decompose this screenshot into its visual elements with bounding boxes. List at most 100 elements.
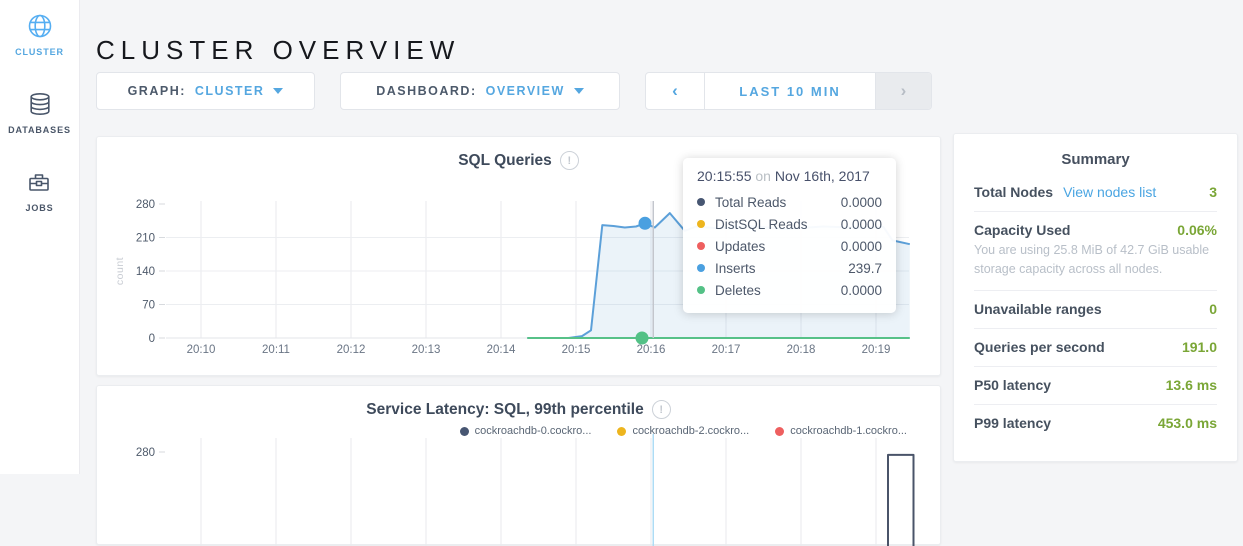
tooltip-series-name: DistSQL Reads (715, 216, 808, 232)
summary-row-value: 3 (1209, 184, 1217, 200)
legend-color-dot (459, 426, 469, 436)
sidebar-item-cluster[interactable]: CLUSTER (15, 12, 64, 57)
service-latency-chart-card: Service Latency: SQL, 99th percentile ! … (96, 385, 942, 546)
summary-row-main: Queries per second 191.0 (974, 339, 1217, 355)
legend-label: cockroachdb-2.cockro... (632, 425, 750, 437)
summary-panel: Summary Total Nodes View nodes list 3 Capac… (953, 133, 1238, 462)
summary-row-label: P50 latency (974, 376, 1052, 393)
legend-color-dot (775, 426, 785, 436)
svg-text:140: 140 (136, 266, 155, 278)
chart-title: Service Latency: SQL, 99th percentile (366, 400, 644, 418)
summary-row-value: 453.0 ms (1157, 414, 1217, 431)
series-color-dot (697, 198, 705, 206)
chevron-down-icon (273, 88, 284, 94)
graph-dropdown[interactable]: GRAPH: CLUSTER (96, 72, 315, 110)
summary-row-value: 191.0 (1181, 338, 1217, 355)
globe-icon (28, 14, 51, 38)
series-color-dot (697, 264, 705, 272)
summary-row-main: Capacity Used 0.06% (974, 222, 1217, 238)
tooltip-series-name: Updates (715, 238, 766, 254)
svg-text:20:10: 20:10 (187, 344, 216, 356)
sidebar-item-databases[interactable]: DATABASES (8, 90, 71, 135)
svg-text:20:19: 20:19 (862, 344, 891, 356)
legend-item[interactable]: cockroachdb-0.cockro... (459, 425, 592, 437)
view-nodes-link[interactable]: View nodes list (1063, 184, 1157, 200)
tooltip-series-name: Inserts (715, 260, 756, 276)
sidebar-item-label: DATABASES (8, 125, 71, 135)
summary-row-value: 0 (1209, 300, 1217, 317)
summary-row-value: 13.6 ms (1165, 376, 1217, 393)
series-color-dot (697, 242, 705, 250)
tooltip-series-value: 0.0000 (840, 194, 882, 210)
series-color-dot (697, 286, 705, 294)
summary-row-main: P50 latency 13.6 ms (974, 377, 1217, 393)
time-next-button-disabled[interactable]: › (875, 73, 931, 109)
graph-dropdown-label: GRAPH: (127, 84, 186, 98)
legend-label: cockroachdb-1.cockro... (790, 425, 907, 437)
info-icon[interactable]: ! (559, 151, 579, 170)
tooltip-series-value: 0.0000 (840, 238, 882, 254)
legend-item[interactable]: cockroachdb-1.cockro... (775, 425, 907, 437)
sql-queries-chart-card: SQL Queries ! 20:10 20:11 20:12 20:13 20:14 2… (96, 136, 941, 376)
time-prev-button[interactable]: ‹ (646, 73, 705, 109)
svg-text:280: 280 (136, 199, 155, 211)
tooltip-series-row: Updates 0.0000 (697, 235, 882, 257)
series-color-dot (697, 220, 705, 228)
svg-text:count: count (114, 257, 126, 285)
tooltip-series-row: Total Reads 0.0000 (697, 191, 882, 213)
summary-row: P50 latency 13.6 ms (974, 365, 1217, 404)
legend-label: cockroachdb-0.cockro... (474, 425, 592, 437)
tooltip-series-name: Total Reads (715, 194, 787, 210)
svg-text:20:15: 20:15 (562, 344, 591, 356)
time-window-selector: ‹ LAST 10 MIN › (645, 72, 932, 110)
chart-hover-tooltip: 20:15:55 on Nov 16th, 2017 Total Reads 0.… (683, 158, 896, 313)
sidebar-item-jobs[interactable]: JOBS (25, 168, 53, 213)
dashboard-dropdown[interactable]: DASHBOARD: OVERVIEW (340, 72, 620, 110)
chart-legend: cockroachdb-0.cockro... cockroachdb-2.coc… (459, 425, 907, 437)
tooltip-series-name: Deletes (715, 282, 761, 298)
sidebar: CLUSTER DATABASES JOBS (0, 0, 80, 474)
tooltip-timestamp: 20:15:55 on Nov 16th, 2017 (697, 168, 870, 184)
svg-text:20:18: 20:18 (787, 344, 816, 356)
info-icon[interactable]: ! (651, 400, 671, 419)
chart-title: SQL Queries (458, 151, 552, 169)
tooltip-series-row: Deletes 0.0000 (697, 279, 882, 301)
service-latency-chart[interactable]: 280 (97, 386, 942, 546)
svg-text:20:17: 20:17 (712, 344, 741, 356)
page-title: CLUSTER OVERVIEW (96, 35, 461, 66)
legend-item[interactable]: cockroachdb-2.cockro... (617, 425, 749, 437)
svg-text:280: 280 (136, 447, 155, 459)
summary-row-label: Unavailable ranges (974, 300, 1102, 317)
svg-text:210: 210 (136, 233, 155, 245)
chevron-down-icon (573, 88, 584, 94)
summary-row-label: Total Nodes (974, 184, 1054, 200)
summary-title: Summary (1061, 151, 1130, 168)
summary-row-value: 0.06% (1177, 222, 1217, 238)
summary-row: Total Nodes View nodes list 3 (974, 174, 1217, 211)
summary-row: P99 latency 453.0 ms (974, 403, 1217, 442)
dashboard-dropdown-value: OVERVIEW (485, 84, 565, 98)
tooltip-series-row: Inserts 239.7 (697, 257, 882, 279)
summary-row: Unavailable ranges 0 (974, 289, 1217, 328)
summary-row-main: Unavailable ranges 0 (974, 301, 1217, 317)
summary-row-label: Queries per second (974, 338, 1105, 355)
briefcase-icon (29, 174, 50, 191)
svg-text:20:12: 20:12 (337, 344, 366, 356)
svg-text:20:13: 20:13 (412, 344, 441, 356)
sidebar-item-label: CLUSTER (15, 47, 64, 57)
summary-row: Capacity Used 0.06% You are using 25.8 MiB… (974, 211, 1217, 290)
svg-text:0: 0 (149, 333, 155, 345)
tooltip-series-value: 239.7 (848, 260, 882, 276)
svg-text:20:16: 20:16 (637, 344, 666, 356)
dashboard-dropdown-label: DASHBOARD: (376, 84, 477, 98)
summary-row-description: You are using 25.8 MiB of 42.7 GiB usabl… (974, 243, 1210, 276)
svg-text:70: 70 (142, 300, 155, 312)
svg-text:20:14: 20:14 (487, 344, 516, 356)
summary-row-main: P99 latency 453.0 ms (974, 415, 1217, 431)
tooltip-series-value: 0.0000 (840, 216, 882, 232)
summary-row-main: Total Nodes View nodes list 3 (974, 184, 1217, 200)
summary-row: Queries per second 191.0 (974, 327, 1217, 366)
time-range-button[interactable]: LAST 10 MIN (739, 83, 841, 99)
tooltip-series-value: 0.0000 (840, 282, 882, 298)
summary-row-label: Capacity Used (974, 222, 1071, 238)
